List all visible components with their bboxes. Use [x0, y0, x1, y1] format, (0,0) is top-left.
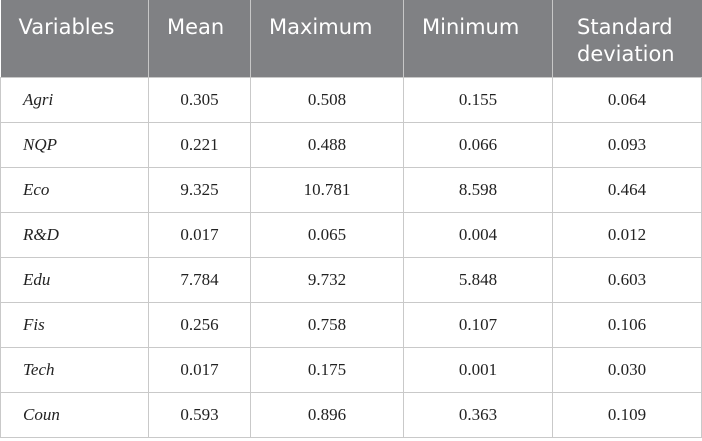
table-row: R&D 0.017 0.065 0.004 0.012 — [0, 212, 702, 258]
value-cell: 0.155 — [403, 77, 553, 123]
variable-cell: R&D — [0, 212, 149, 258]
header-cell: Mean — [148, 0, 251, 78]
value-cell: 0.106 — [552, 302, 702, 348]
table-row: Agri 0.305 0.508 0.155 0.064 — [0, 77, 702, 123]
value-cell: 0.363 — [403, 392, 553, 438]
variable-cell: Tech — [0, 347, 149, 393]
table-row: Coun 0.593 0.896 0.363 0.109 — [0, 392, 702, 438]
variable-cell: Eco — [0, 167, 149, 213]
table-row: Tech 0.017 0.175 0.001 0.030 — [0, 347, 702, 393]
value-cell: 0.464 — [552, 167, 702, 213]
value-cell: 0.004 — [403, 212, 553, 258]
value-cell: 7.784 — [148, 257, 251, 303]
value-cell: 0.064 — [552, 77, 702, 123]
value-cell: 0.896 — [250, 392, 404, 438]
value-cell: 0.030 — [552, 347, 702, 393]
value-cell: 0.488 — [250, 122, 404, 168]
value-cell: 0.017 — [148, 212, 251, 258]
value-cell: 8.598 — [403, 167, 553, 213]
value-cell: 0.256 — [148, 302, 251, 348]
variable-cell: Edu — [0, 257, 149, 303]
header-cell: Variables — [0, 0, 149, 78]
value-cell: 10.781 — [250, 167, 404, 213]
table-body: Agri 0.305 0.508 0.155 0.064 NQP 0.221 0.488 0.0… — [0, 77, 702, 438]
table-row: Eco 9.325 10.781 8.598 0.464 — [0, 167, 702, 213]
table-row: Fis 0.256 0.758 0.107 0.106 — [0, 302, 702, 348]
variable-cell: Coun — [0, 392, 149, 438]
value-cell: 0.305 — [148, 77, 251, 123]
value-cell: 5.848 — [403, 257, 553, 303]
variable-cell: Agri — [0, 77, 149, 123]
value-cell: 9.732 — [250, 257, 404, 303]
value-cell: 0.017 — [148, 347, 251, 393]
value-cell: 0.593 — [148, 392, 251, 438]
value-cell: 0.107 — [403, 302, 553, 348]
value-cell: 0.065 — [250, 212, 404, 258]
header-cell: Maximum — [250, 0, 404, 78]
header-cell: Standard deviation — [552, 0, 702, 78]
value-cell: 9.325 — [148, 167, 251, 213]
value-cell: 0.066 — [403, 122, 553, 168]
table-row: Edu 7.784 9.732 5.848 0.603 — [0, 257, 702, 303]
value-cell: 0.001 — [403, 347, 553, 393]
header-cell: Minimum — [403, 0, 553, 78]
header-row: Variables Mean Maximum Minimum Standard devi… — [0, 0, 702, 78]
value-cell: 0.758 — [250, 302, 404, 348]
table-row: NQP 0.221 0.488 0.066 0.093 — [0, 122, 702, 168]
value-cell: 0.093 — [552, 122, 702, 168]
variable-cell: NQP — [0, 122, 149, 168]
value-cell: 0.109 — [552, 392, 702, 438]
value-cell: 0.012 — [552, 212, 702, 258]
value-cell: 0.603 — [552, 257, 702, 303]
value-cell: 0.175 — [250, 347, 404, 393]
variable-cell: Fis — [0, 302, 149, 348]
value-cell: 0.508 — [250, 77, 404, 123]
value-cell: 0.221 — [148, 122, 251, 168]
